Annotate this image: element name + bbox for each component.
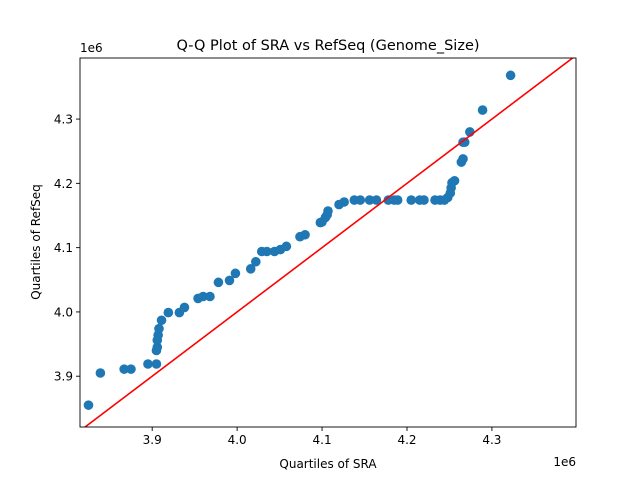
data-point xyxy=(323,206,333,216)
y-tick-label: 4.1 xyxy=(54,241,73,255)
x-axis-label: Quartiles of SRA xyxy=(279,457,377,471)
data-point xyxy=(459,137,470,148)
data-point xyxy=(392,195,403,205)
data-point xyxy=(126,364,136,374)
data-point xyxy=(213,277,224,288)
data-point xyxy=(419,195,429,205)
axes-frame xyxy=(79,57,577,428)
x-offset-label: 1e6 xyxy=(553,455,576,469)
data-point xyxy=(300,229,310,240)
x-axis: 3.9 4.0 4.1 4.2 4.3 xyxy=(143,427,501,447)
x-tick-label: 4.3 xyxy=(482,433,501,447)
data-point xyxy=(156,315,167,326)
data-point xyxy=(477,105,488,115)
data-point xyxy=(119,364,129,374)
data-point xyxy=(230,268,241,279)
data-point xyxy=(458,154,468,164)
y-tick-label: 4.3 xyxy=(54,113,73,127)
data-point xyxy=(355,195,366,205)
data-point xyxy=(95,368,106,378)
data-point xyxy=(205,291,215,302)
y-tick-label: 4.2 xyxy=(54,177,73,191)
y-offset-label: 1e6 xyxy=(80,41,103,55)
y-tick-label: 3.9 xyxy=(54,370,73,384)
x-tick-label: 3.9 xyxy=(143,433,162,447)
data-point xyxy=(449,175,460,186)
x-tick-label: 4.0 xyxy=(228,433,247,447)
plot-area xyxy=(83,58,574,427)
data-point xyxy=(154,323,164,334)
chart-title: Q-Q Plot of SRA vs RefSeq (Genome_Size) xyxy=(176,38,479,54)
data-point xyxy=(83,400,94,410)
reference-line xyxy=(83,58,574,427)
data-point xyxy=(406,195,417,205)
data-point xyxy=(364,195,375,205)
data-point xyxy=(262,246,272,257)
data-point xyxy=(198,291,208,302)
data-point xyxy=(371,195,382,205)
data-point xyxy=(281,241,292,252)
x-tick-label: 4.2 xyxy=(397,433,416,447)
data-point xyxy=(505,70,516,81)
data-point xyxy=(245,264,256,274)
y-axis-label: Quartiles of RefSeq xyxy=(29,184,43,300)
data-point xyxy=(143,359,153,369)
x-tick-label: 4.1 xyxy=(313,433,332,447)
y-tick-label: 4.0 xyxy=(54,305,73,319)
data-point xyxy=(224,275,235,286)
data-point xyxy=(163,307,174,318)
data-point xyxy=(339,197,349,207)
data-point xyxy=(179,302,190,313)
data-point xyxy=(151,359,162,369)
data-point xyxy=(251,256,261,267)
data-point xyxy=(152,342,163,353)
y-axis: 3.9 4.0 4.1 4.2 4.3 xyxy=(54,113,80,384)
